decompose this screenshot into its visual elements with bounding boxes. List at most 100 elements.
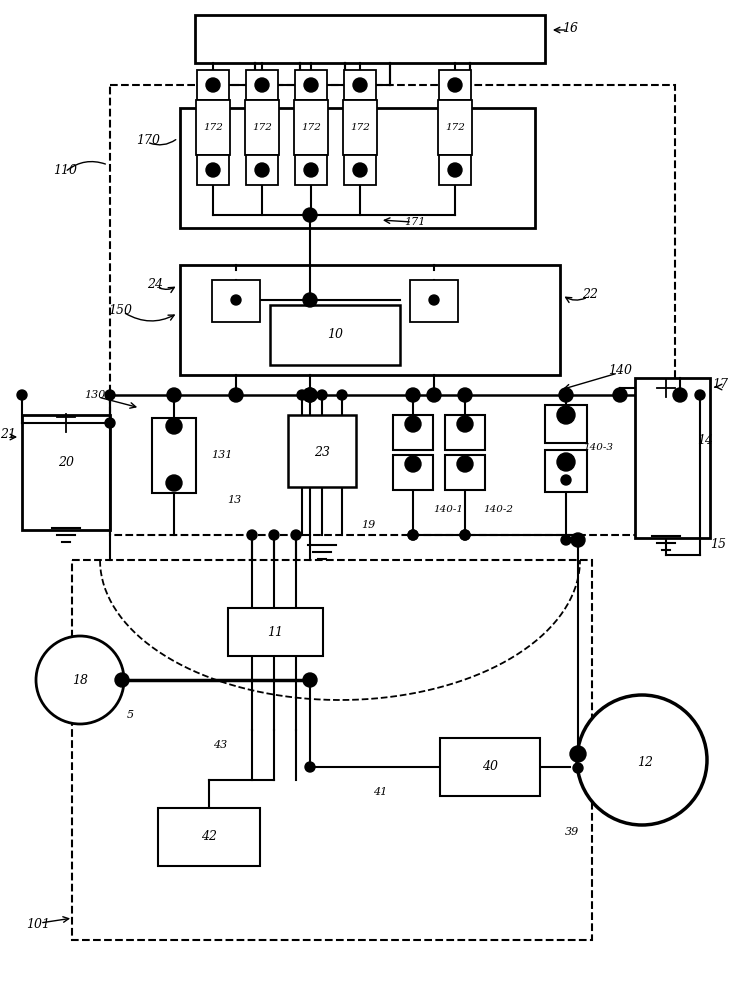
Circle shape (460, 530, 470, 540)
Text: 171: 171 (405, 217, 426, 227)
Text: 23: 23 (314, 446, 330, 458)
Circle shape (304, 78, 318, 92)
FancyBboxPatch shape (246, 155, 278, 185)
Text: 150: 150 (108, 304, 132, 316)
Text: 43: 43 (213, 740, 227, 750)
FancyBboxPatch shape (180, 265, 560, 375)
Text: 11: 11 (267, 626, 283, 639)
Text: 15: 15 (710, 538, 726, 552)
Circle shape (613, 388, 627, 402)
Circle shape (405, 416, 421, 432)
Text: 172: 172 (252, 123, 272, 132)
FancyBboxPatch shape (246, 70, 278, 100)
Circle shape (255, 163, 269, 177)
Text: 140-1: 140-1 (433, 506, 463, 514)
Text: 5: 5 (127, 710, 133, 720)
FancyBboxPatch shape (288, 415, 356, 487)
Circle shape (557, 453, 575, 471)
Text: 140-3: 140-3 (583, 444, 613, 452)
Text: 140-2: 140-2 (483, 506, 513, 514)
Circle shape (448, 78, 462, 92)
Text: 172: 172 (203, 123, 223, 132)
Circle shape (561, 475, 571, 485)
FancyBboxPatch shape (439, 155, 471, 185)
Circle shape (559, 388, 573, 402)
FancyBboxPatch shape (545, 450, 587, 492)
Text: 22: 22 (582, 288, 598, 302)
Circle shape (303, 388, 317, 402)
Text: 14: 14 (697, 434, 713, 446)
Circle shape (17, 390, 27, 400)
Circle shape (458, 388, 472, 402)
FancyBboxPatch shape (180, 108, 535, 228)
Circle shape (206, 163, 220, 177)
FancyBboxPatch shape (295, 155, 327, 185)
Circle shape (429, 295, 439, 305)
Text: 170: 170 (136, 133, 160, 146)
Text: 16: 16 (562, 21, 578, 34)
Circle shape (457, 456, 473, 472)
Text: 19: 19 (361, 520, 375, 530)
FancyBboxPatch shape (344, 70, 376, 100)
Circle shape (229, 388, 243, 402)
Circle shape (557, 406, 575, 424)
Circle shape (166, 418, 182, 434)
FancyBboxPatch shape (445, 415, 485, 450)
Text: 13: 13 (227, 495, 241, 505)
Text: 41: 41 (373, 787, 387, 797)
Circle shape (353, 78, 367, 92)
Circle shape (291, 530, 301, 540)
Text: 110: 110 (53, 163, 77, 176)
Text: 12: 12 (637, 756, 653, 768)
FancyBboxPatch shape (440, 738, 540, 796)
Circle shape (166, 475, 182, 491)
Text: 24: 24 (147, 278, 163, 292)
Text: 17: 17 (712, 378, 728, 391)
Circle shape (297, 390, 307, 400)
FancyBboxPatch shape (295, 70, 327, 100)
Circle shape (561, 535, 571, 545)
FancyBboxPatch shape (344, 155, 376, 185)
FancyBboxPatch shape (410, 280, 458, 322)
Circle shape (573, 763, 583, 773)
Circle shape (105, 390, 115, 400)
Text: 140: 140 (608, 363, 632, 376)
Circle shape (167, 388, 181, 402)
Text: 18: 18 (72, 674, 88, 686)
Circle shape (303, 673, 317, 687)
FancyBboxPatch shape (438, 100, 472, 155)
Circle shape (570, 746, 586, 762)
FancyBboxPatch shape (393, 455, 433, 490)
Circle shape (448, 163, 462, 177)
Text: 131: 131 (212, 450, 233, 460)
Text: 101: 101 (26, 918, 50, 932)
Circle shape (115, 673, 129, 687)
Text: 21: 21 (0, 428, 16, 442)
Circle shape (337, 390, 347, 400)
FancyBboxPatch shape (270, 305, 400, 365)
Circle shape (405, 456, 421, 472)
Circle shape (303, 293, 317, 307)
FancyBboxPatch shape (228, 608, 323, 656)
FancyBboxPatch shape (158, 808, 260, 866)
Circle shape (577, 695, 707, 825)
FancyBboxPatch shape (152, 418, 196, 493)
Circle shape (36, 636, 124, 724)
Text: 172: 172 (350, 123, 370, 132)
Circle shape (303, 388, 317, 402)
Circle shape (673, 388, 687, 402)
FancyBboxPatch shape (197, 70, 229, 100)
Text: 40: 40 (482, 760, 498, 774)
Text: 42: 42 (201, 830, 217, 844)
FancyBboxPatch shape (245, 100, 279, 155)
FancyBboxPatch shape (195, 15, 545, 63)
Circle shape (304, 163, 318, 177)
Circle shape (695, 390, 705, 400)
Circle shape (305, 762, 315, 772)
Text: 20: 20 (58, 456, 74, 468)
Circle shape (303, 208, 317, 222)
Text: 172: 172 (445, 123, 465, 132)
Text: 172: 172 (301, 123, 321, 132)
Text: 39: 39 (565, 827, 579, 837)
Text: 10: 10 (327, 328, 343, 342)
